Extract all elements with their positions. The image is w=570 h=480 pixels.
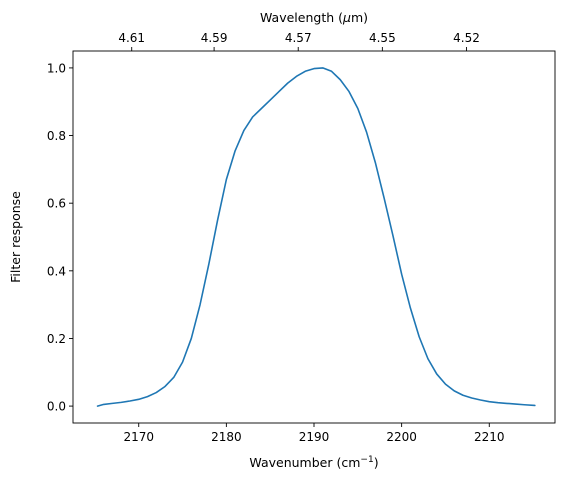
y-tick-label: 0.0 bbox=[47, 400, 66, 414]
y-tick-label: 1.0 bbox=[47, 61, 66, 75]
axes-frame bbox=[72, 50, 556, 424]
top-tick-label: 4.55 bbox=[369, 31, 396, 45]
x-tick-label: 2190 bbox=[299, 430, 330, 444]
y-axis-label: Filter response bbox=[8, 191, 23, 283]
top-tick-label: 4.59 bbox=[201, 31, 228, 45]
x-tick-label: 2180 bbox=[211, 430, 242, 444]
x-tick-label: 2200 bbox=[386, 430, 417, 444]
y-tick-label: 0.2 bbox=[47, 332, 66, 346]
top-tick-label: 4.52 bbox=[453, 31, 480, 45]
axis-ticks: 2170 2180 2190 2200 2210 0.0 0.2 0.4 0.6 0.8 1.0 4.… bbox=[47, 31, 505, 444]
series-line-1 bbox=[96, 67, 536, 407]
top-tick-label: 4.57 bbox=[285, 31, 312, 45]
x-tick-label: 2170 bbox=[123, 430, 154, 444]
y-tick-label: 0.6 bbox=[47, 197, 66, 211]
top-tick-label: 4.61 bbox=[118, 31, 145, 45]
x-tick-label: 2210 bbox=[474, 430, 505, 444]
top-axis-label: Wavelength (μm) bbox=[260, 10, 368, 25]
x-axis-label: Wavenumber (cm−1) bbox=[249, 455, 378, 470]
plot-area bbox=[96, 67, 536, 407]
y-tick-label: 0.4 bbox=[47, 264, 66, 278]
y-tick-label: 0.8 bbox=[47, 129, 66, 143]
